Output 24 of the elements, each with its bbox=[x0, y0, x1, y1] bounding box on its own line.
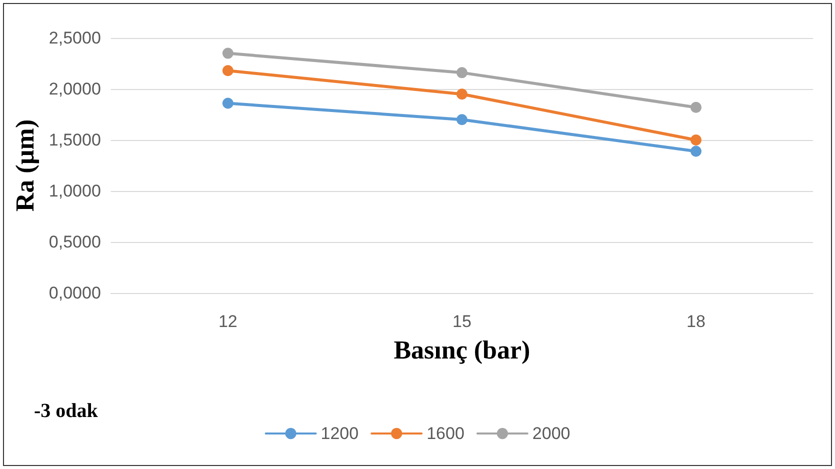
point bbox=[690, 134, 702, 146]
point bbox=[690, 102, 702, 113]
x-tick-label: 12 bbox=[218, 312, 238, 331]
y-tick-label: 1,0000 bbox=[48, 182, 101, 200]
x-tick-label: 18 bbox=[686, 312, 706, 331]
point bbox=[456, 67, 468, 78]
y-tick-label: 1,5000 bbox=[48, 130, 101, 150]
legend-label: 1600 bbox=[426, 424, 464, 443]
y-tick-label: 2,5000 bbox=[48, 28, 101, 48]
text: -3 odak bbox=[34, 400, 98, 423]
legend-label: 2000 bbox=[532, 424, 570, 443]
point bbox=[222, 98, 234, 109]
point bbox=[222, 48, 234, 59]
point bbox=[456, 88, 468, 100]
x-tick-label: 15 bbox=[452, 312, 472, 331]
y-tick-label: 0,0000 bbox=[48, 284, 101, 302]
legend-label: 1200 bbox=[320, 424, 359, 443]
y-tick-label: 2,0000 bbox=[48, 80, 101, 98]
point bbox=[456, 114, 468, 126]
y-tick-label: 0,5000 bbox=[48, 232, 101, 252]
x-axis-title: Basınç (bar) bbox=[394, 336, 530, 364]
point bbox=[222, 65, 234, 76]
y-axis-title: Ra (µm) bbox=[10, 119, 40, 212]
point bbox=[690, 146, 702, 157]
